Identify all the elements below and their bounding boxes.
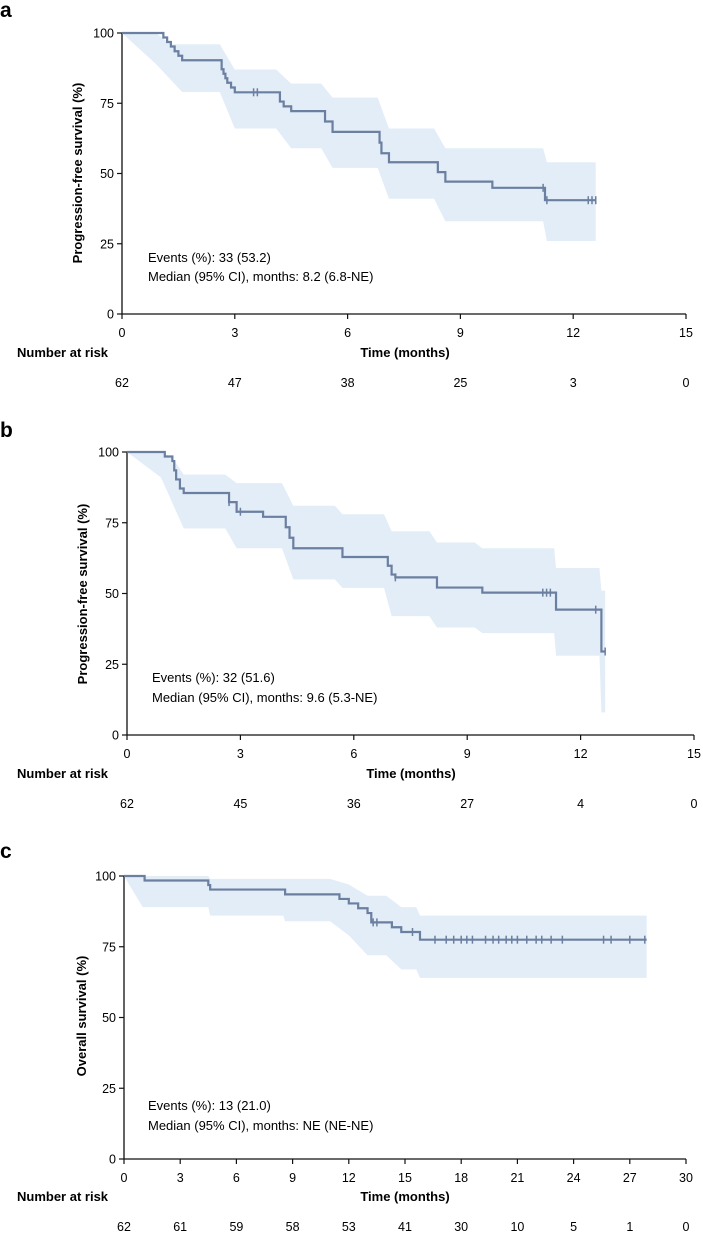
y-axis-label-c: Overall survival (%) (74, 956, 89, 1077)
panel-letter-a: a (0, 0, 12, 22)
x-tick-label: 3 (177, 1171, 184, 1185)
y-tick-label: 0 (112, 729, 119, 743)
risk-value: 27 (460, 797, 474, 811)
y-tick-label: 75 (105, 516, 119, 530)
x-tick-label: 24 (567, 1171, 581, 1185)
x-tick-label: 3 (237, 747, 244, 761)
panel-b: b Progression-free survival (%) Time (mo… (0, 419, 701, 811)
confidence-band (122, 33, 596, 241)
confidence-band (124, 876, 647, 978)
survival-curve (122, 31, 596, 202)
risk-value: 0 (691, 797, 698, 811)
y-tick-label: 0 (107, 308, 114, 322)
x-tick-label: 9 (289, 1171, 296, 1185)
x-tick-label: 30 (679, 1171, 693, 1185)
y-tick-label: 25 (102, 1082, 116, 1096)
survival-curve (127, 450, 606, 653)
risk-value: 0 (683, 376, 690, 390)
panel-a: a Progression-free survival (%) Time (mo… (0, 0, 693, 390)
x-tick-label: 15 (398, 1171, 412, 1185)
risk-value: 62 (115, 376, 129, 390)
y-axis-label-a: Progression-free survival (%) (70, 83, 85, 264)
x-tick-label: 0 (124, 747, 131, 761)
median-annotation-a: Median (95% CI), months: 8.2 (6.8-NE) (148, 269, 373, 284)
y-tick-label: 50 (100, 167, 114, 181)
survival-curve (124, 874, 647, 941)
x-axis-label-c: Time (months) (360, 1189, 449, 1204)
risk-value: 58 (286, 1220, 300, 1234)
risk-table-title-b: Number at risk (17, 766, 109, 781)
y-tick-label: 100 (93, 27, 114, 41)
risk-value: 1 (626, 1220, 633, 1234)
risk-value: 3 (570, 376, 577, 390)
risk-value: 0 (683, 1220, 690, 1234)
y-tick-label: 50 (102, 1011, 116, 1025)
x-axis-label-a: Time (months) (360, 345, 449, 360)
x-tick-label: 12 (566, 326, 580, 340)
risk-table-title-c: Number at risk (17, 1189, 109, 1204)
risk-value: 59 (229, 1220, 243, 1234)
x-tick-label: 9 (457, 326, 464, 340)
risk-value: 30 (454, 1220, 468, 1234)
panel-letter-b: b (0, 419, 13, 442)
risk-value: 25 (453, 376, 467, 390)
events-annotation-b: Events (%): 32 (51.6) (152, 670, 275, 685)
x-axis-label-b: Time (months) (366, 766, 455, 781)
median-annotation-c: Median (95% CI), months: NE (NE-NE) (148, 1118, 373, 1133)
x-tick-label: 9 (464, 747, 471, 761)
risk-value: 62 (120, 797, 134, 811)
y-tick-label: 100 (95, 870, 116, 884)
x-tick-label: 3 (231, 326, 238, 340)
y-axis-label-b: Progression-free survival (%) (75, 504, 90, 685)
y-tick-label: 75 (102, 940, 116, 954)
risk-value: 62 (117, 1220, 131, 1234)
risk-table-title-a: Number at risk (17, 345, 109, 360)
risk-value: 53 (342, 1220, 356, 1234)
x-tick-label: 18 (454, 1171, 468, 1185)
risk-value: 10 (510, 1220, 524, 1234)
y-tick-label: 25 (100, 237, 114, 251)
x-tick-label: 12 (342, 1171, 356, 1185)
panel-letter-c: c (0, 840, 12, 863)
y-tick-label: 100 (98, 446, 119, 460)
x-tick-label: 0 (121, 1171, 128, 1185)
x-tick-label: 6 (344, 326, 351, 340)
risk-value: 41 (398, 1220, 412, 1234)
y-tick-label: 25 (105, 658, 119, 672)
x-tick-label: 15 (687, 747, 701, 761)
x-tick-label: 21 (510, 1171, 524, 1185)
x-tick-label: 6 (233, 1171, 240, 1185)
x-tick-label: 15 (679, 326, 693, 340)
risk-value: 36 (347, 797, 361, 811)
risk-value: 45 (233, 797, 247, 811)
risk-value: 4 (577, 797, 584, 811)
panel-c: c Overall survival (%) Time (months) Eve… (0, 840, 693, 1234)
risk-value: 38 (341, 376, 355, 390)
confidence-band (127, 452, 606, 713)
y-tick-label: 0 (109, 1153, 116, 1167)
median-annotation-b: Median (95% CI), months: 9.6 (5.3-NE) (152, 690, 377, 705)
x-tick-label: 27 (623, 1171, 637, 1185)
y-tick-label: 75 (100, 97, 114, 111)
risk-value: 47 (228, 376, 242, 390)
x-tick-label: 0 (119, 326, 126, 340)
events-annotation-c: Events (%): 13 (21.0) (148, 1098, 271, 1113)
risk-value: 61 (173, 1220, 187, 1234)
y-tick-label: 50 (105, 587, 119, 601)
x-tick-label: 6 (350, 747, 357, 761)
events-annotation-a: Events (%): 33 (53.2) (148, 250, 271, 265)
x-tick-label: 12 (574, 747, 588, 761)
risk-value: 5 (570, 1220, 577, 1234)
